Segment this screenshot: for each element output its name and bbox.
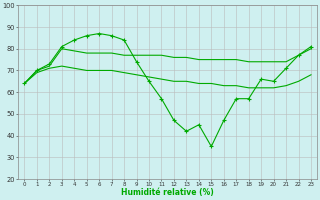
X-axis label: Humidité relative (%): Humidité relative (%) [121,188,214,197]
